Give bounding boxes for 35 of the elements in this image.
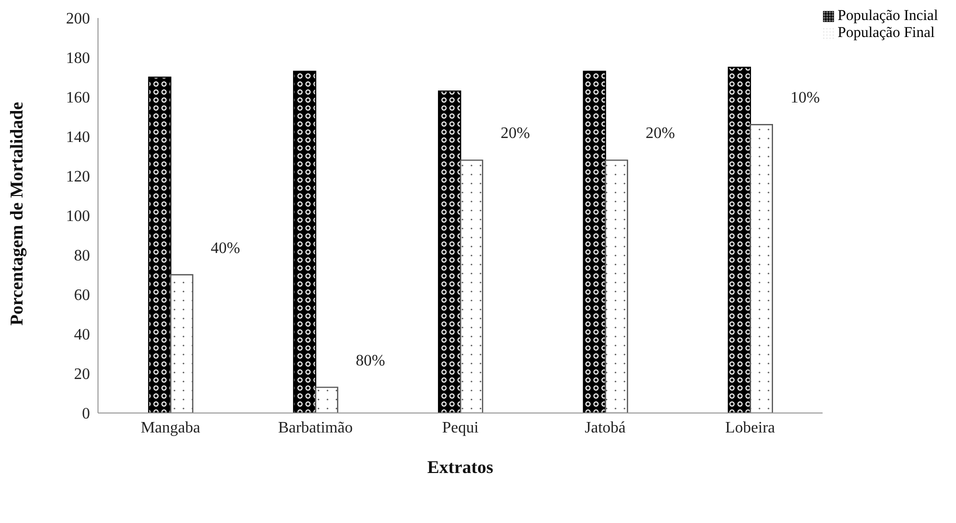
x-tick-label: Lobeira: [725, 419, 776, 436]
bar: [315, 386, 338, 413]
legend-label: População Incial: [838, 8, 938, 24]
bar: [438, 90, 462, 413]
bar: [728, 66, 752, 413]
x-axis-title: Extratos: [427, 457, 494, 477]
annotation: 40%: [210, 240, 240, 257]
bar: [460, 160, 484, 413]
y-tick-label: 180: [66, 50, 90, 68]
y-tick-label: 100: [66, 208, 90, 226]
y-tick-label: 120: [66, 168, 90, 186]
bar: [582, 70, 606, 413]
y-tick-label: 20: [74, 366, 90, 384]
annotation: 20%: [646, 125, 675, 142]
x-tick-label: Barbatimão: [278, 419, 353, 436]
bar: [148, 76, 172, 413]
annotation: 10%: [790, 90, 820, 107]
y-tick-label: 200: [66, 10, 90, 28]
y-tick-label: 60: [74, 287, 90, 304]
y-tick-label: 160: [66, 90, 90, 107]
y-tick-label: 140: [66, 129, 90, 146]
bar: [750, 124, 774, 413]
x-tick-label: Jatobá: [584, 419, 626, 436]
annotation: 80%: [356, 352, 386, 370]
y-tick-label: 40: [74, 326, 90, 344]
y-tick-label: 80: [74, 248, 90, 265]
bar: [293, 70, 316, 413]
legend-label: População Final: [838, 25, 935, 41]
bar: [170, 274, 194, 413]
x-tick-label: Mangaba: [140, 419, 200, 436]
y-tick-label: 0: [82, 406, 90, 423]
y-axis-title: Porcentagem de Mortalidade: [6, 102, 26, 326]
bar: [604, 160, 628, 413]
annotation: 20%: [500, 125, 530, 142]
x-tick-label: Pequi: [442, 419, 480, 436]
